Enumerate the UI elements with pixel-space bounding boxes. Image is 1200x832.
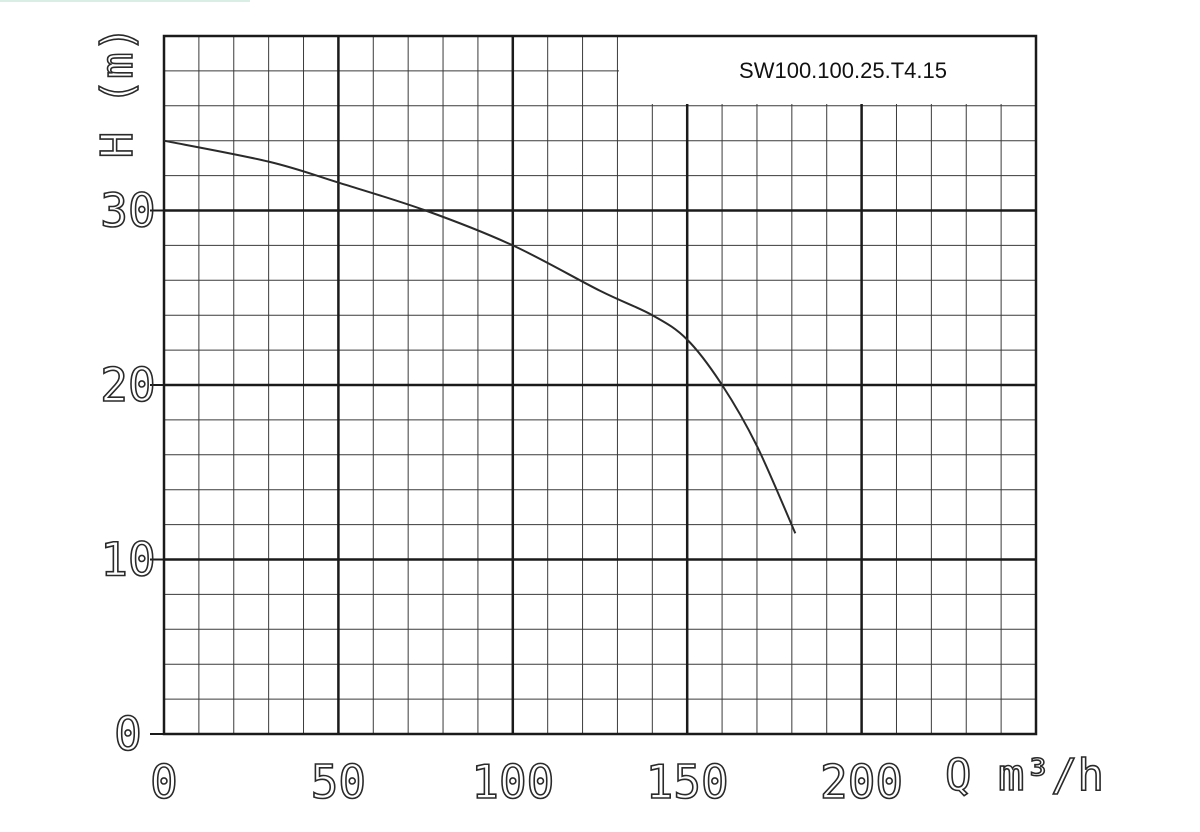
- grid-major: [164, 36, 1036, 734]
- head-flow-curve: [163, 139, 797, 534]
- y-tick-label: 10: [100, 533, 155, 587]
- tick-labels: 0 50 100 150 200 0 10 20 30: [100, 183, 904, 810]
- top-accent-bar: [0, 0, 250, 2]
- y-axis-label: H (m): [92, 26, 143, 158]
- x-tick-label: 50: [311, 755, 366, 809]
- y-tick-label: 0: [114, 707, 142, 761]
- y-tick-label: 30: [100, 184, 155, 238]
- model-label-box: SW100.100.25.T4.15: [619, 36, 1036, 104]
- series-layer: [163, 139, 797, 534]
- model-label: SW100.100.25.T4.15: [739, 58, 947, 83]
- plot-frame: [150, 34, 1038, 736]
- x-tick-label: 200: [820, 755, 903, 809]
- model-label-background: [619, 36, 1036, 104]
- x-tick-label: 0: [150, 755, 178, 809]
- x-tick-label: 100: [471, 755, 554, 809]
- y-tick-label: 20: [100, 358, 155, 412]
- x-tick-label: 150: [646, 755, 729, 809]
- x-axis-label: Q m³/h: [945, 750, 1104, 801]
